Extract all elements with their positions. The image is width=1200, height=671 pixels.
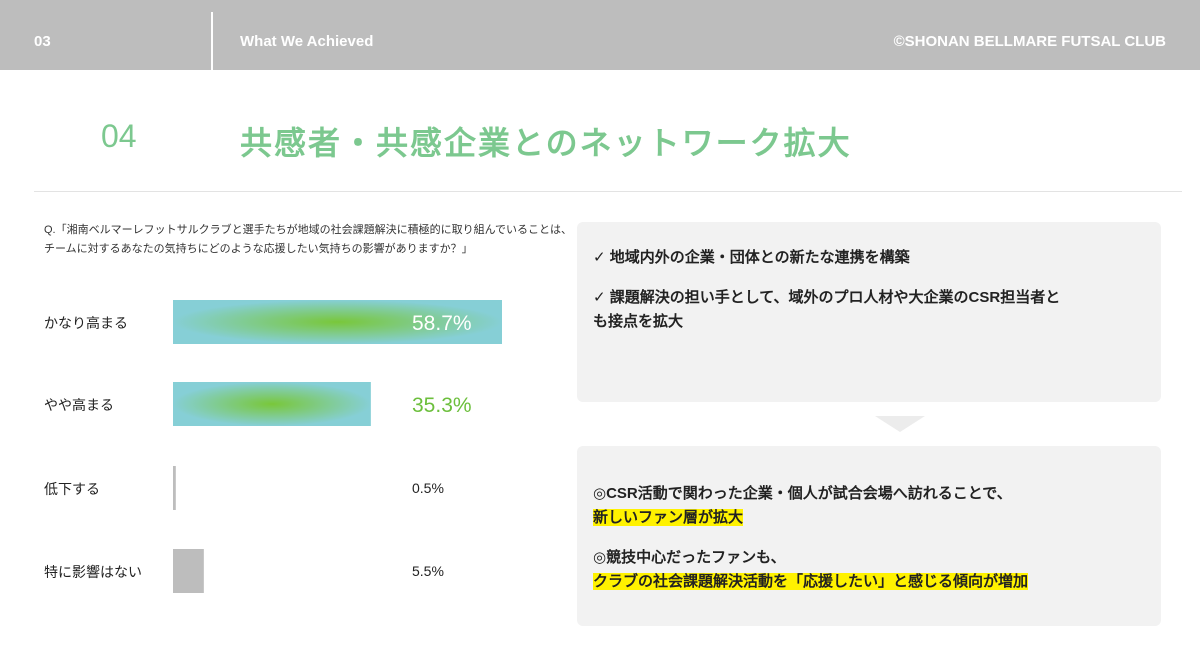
bar-4 xyxy=(173,549,204,593)
value-label-2: 35.3% xyxy=(412,394,472,417)
finding-item: ✓ 課題解決の担い手として、域外のプロ人材や大企業のCSR担当者と xyxy=(593,289,1061,306)
bar-3 xyxy=(173,466,176,510)
top-bar: 03 What We Achieved ©SHONAN BELLMARE FUT… xyxy=(0,0,1200,70)
outcomes-box: ◎CSR活動で関わった企業・個人が試合会場へ訪れることで、 新しいファン層が拡大… xyxy=(577,446,1161,626)
value-label-3: 0.5% xyxy=(412,480,444,496)
category-label: やや高まる xyxy=(44,397,114,413)
survey-bar-chart: 58.7% 35.3% 0.5% 5.5% かなり高まる やや高まる 低下する 特に影… xyxy=(0,280,560,620)
finding-item: ✓ 地域内外の企業・団体との新たな連携を構築 xyxy=(593,249,910,266)
outcome-highlight: 新しいファン層が拡大 xyxy=(593,509,744,526)
value-label-1: 58.7% xyxy=(412,312,472,335)
question-line-1: Q.「湘南ベルマーレフットサルクラブと選手たちが地域の社会課題解決に積極的に取り… xyxy=(44,224,573,236)
bar-chart-svg: 58.7% 35.3% 0.5% 5.5% xyxy=(173,300,502,593)
heading-title: 共感者・共感企業とのネットワーク拡大 xyxy=(240,125,852,161)
category-label: 低下する xyxy=(44,481,100,497)
heading-divider xyxy=(34,191,1182,192)
outcome-text: ◎CSR活動で関わった企業・個人が試合会場へ訪れることで、 xyxy=(593,485,1012,502)
outcome-text: ◎競技中心だったファンも、 xyxy=(593,549,786,566)
bar-2 xyxy=(173,382,371,426)
findings-box: ✓ 地域内外の企業・団体との新たな連携を構築 ✓ 課題解決の担い手として、域外の… xyxy=(577,222,1161,402)
value-label-4: 5.5% xyxy=(412,563,444,579)
category-label: かなり高まる xyxy=(44,315,128,331)
survey-question: Q.「湘南ベルマーレフットサルクラブと選手たちが地域の社会課題解決に積極的に取り… xyxy=(44,221,573,259)
brand-credit: ©SHONAN BELLMARE FUTSAL CLUB xyxy=(893,33,1166,50)
down-arrow-icon xyxy=(875,416,925,432)
section-title: What We Achieved xyxy=(240,33,374,50)
outcome-highlight: クラブの社会課題解決活動を「応援したい」と感じる傾向が増加 xyxy=(593,573,1029,590)
heading-number: 04 xyxy=(101,118,137,154)
bar-1 xyxy=(173,300,502,344)
header-divider xyxy=(211,12,213,70)
category-label: 特に影響はない xyxy=(44,564,142,580)
page-number: 03 xyxy=(34,33,51,50)
question-line-2: チームに対するあなたの気持ちにどのような応援したい気持ちの影響がありますか？」 xyxy=(44,243,473,255)
finding-item: も接点を拡大 xyxy=(593,313,684,330)
